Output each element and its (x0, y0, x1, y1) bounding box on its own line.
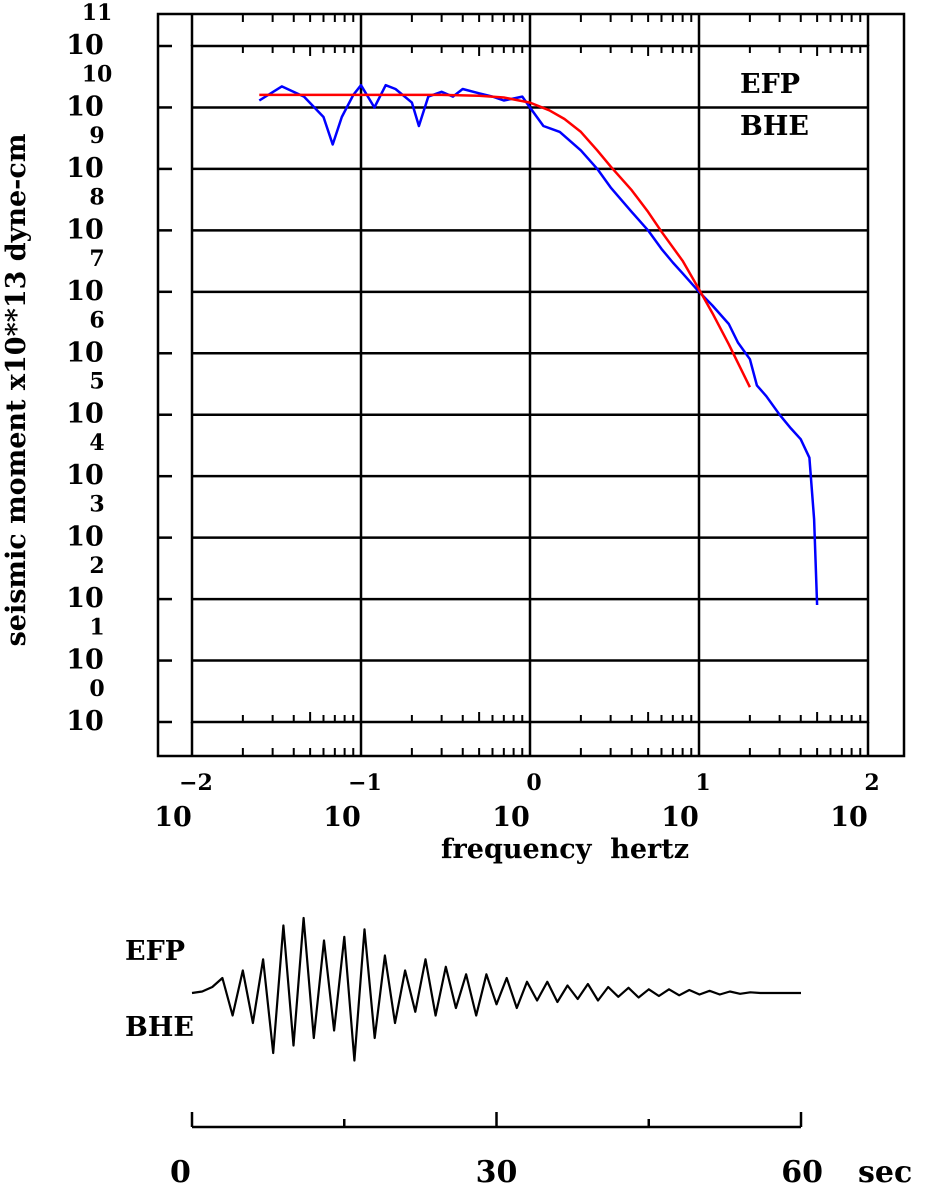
time-tick-label: 0 (170, 1155, 191, 1184)
y-tick-label-base: 10 (66, 337, 104, 368)
x-tick-labels: −2 10 −1 10 0 10 1 10 2 10 (154, 770, 879, 833)
y-tick-label-exponent: 4 (89, 430, 104, 456)
y-tick-label-exponent: 1 (89, 615, 104, 641)
y-tick-label-base: 10 (66, 214, 104, 245)
station-label: EFP (740, 69, 800, 100)
component-label: BHE (740, 111, 809, 142)
x-tick-label-exponent: 0 (526, 770, 541, 796)
model-line (259, 93, 752, 388)
y-tick-label-exponent: 11 (82, 0, 113, 26)
x-tick-label-exponent: 1 (695, 770, 710, 796)
y-tick-label-exponent: 7 (89, 246, 104, 272)
axis-ticks (158, 14, 870, 756)
time-unit-label: sec (858, 1155, 912, 1184)
y-tick-label-base: 10 (66, 153, 104, 184)
x-tick-label-exponent: 2 (864, 770, 879, 796)
x-tick-label-base: 10 (830, 802, 868, 833)
y-tick-label-base: 10 (66, 706, 104, 737)
seismogram-trace (191, 916, 801, 1062)
y-tick-label-exponent: 9 (89, 123, 104, 149)
spectrum-series (258, 83, 819, 606)
y-axis-title: seismic moment x10**13 dyne-cm (1, 134, 32, 647)
x-axis-title: frequency hertz (441, 834, 689, 865)
x-tick-label-base: 10 (323, 802, 361, 833)
trace-station-label: EFP (125, 936, 185, 967)
time-tick-label: 30 (476, 1155, 518, 1184)
y-tick-label-base: 10 (66, 460, 104, 491)
y-tick-label-exponent: 8 (89, 184, 104, 210)
model-series (259, 93, 752, 388)
time-tick-label: 60 (781, 1155, 823, 1184)
x-tick-label-exponent: −2 (179, 770, 213, 796)
y-tick-label-exponent: 6 (89, 307, 104, 333)
y-tick-label-base: 10 (66, 583, 104, 614)
y-tick-label-base: 10 (66, 276, 104, 307)
y-tick-label-exponent: 10 (82, 61, 113, 87)
y-tick-label-exponent: 3 (89, 492, 104, 518)
y-tick-label-base: 10 (66, 645, 104, 676)
y-tick-label-exponent: 5 (89, 369, 104, 395)
x-tick-label-exponent: −1 (348, 770, 382, 796)
y-tick-label-base: 10 (66, 522, 104, 553)
y-tick-label-base: 10 (66, 91, 104, 122)
time-axis-ticks: 0 30 60 (170, 1112, 823, 1184)
y-tick-label-base: 10 (66, 30, 104, 61)
trace-component-label: BHE (125, 1012, 194, 1043)
x-tick-label-base: 10 (661, 802, 699, 833)
seismogram-line (191, 916, 801, 1062)
x-tick-label-base: 10 (154, 802, 192, 833)
spectrum-line (258, 83, 819, 606)
x-tick-label-base: 10 (492, 802, 530, 833)
y-tick-label-base: 10 (66, 399, 104, 430)
grid-lines (192, 46, 868, 722)
y-tick-label-exponent: 0 (89, 676, 104, 702)
y-tick-label-exponent: 2 (89, 553, 104, 579)
